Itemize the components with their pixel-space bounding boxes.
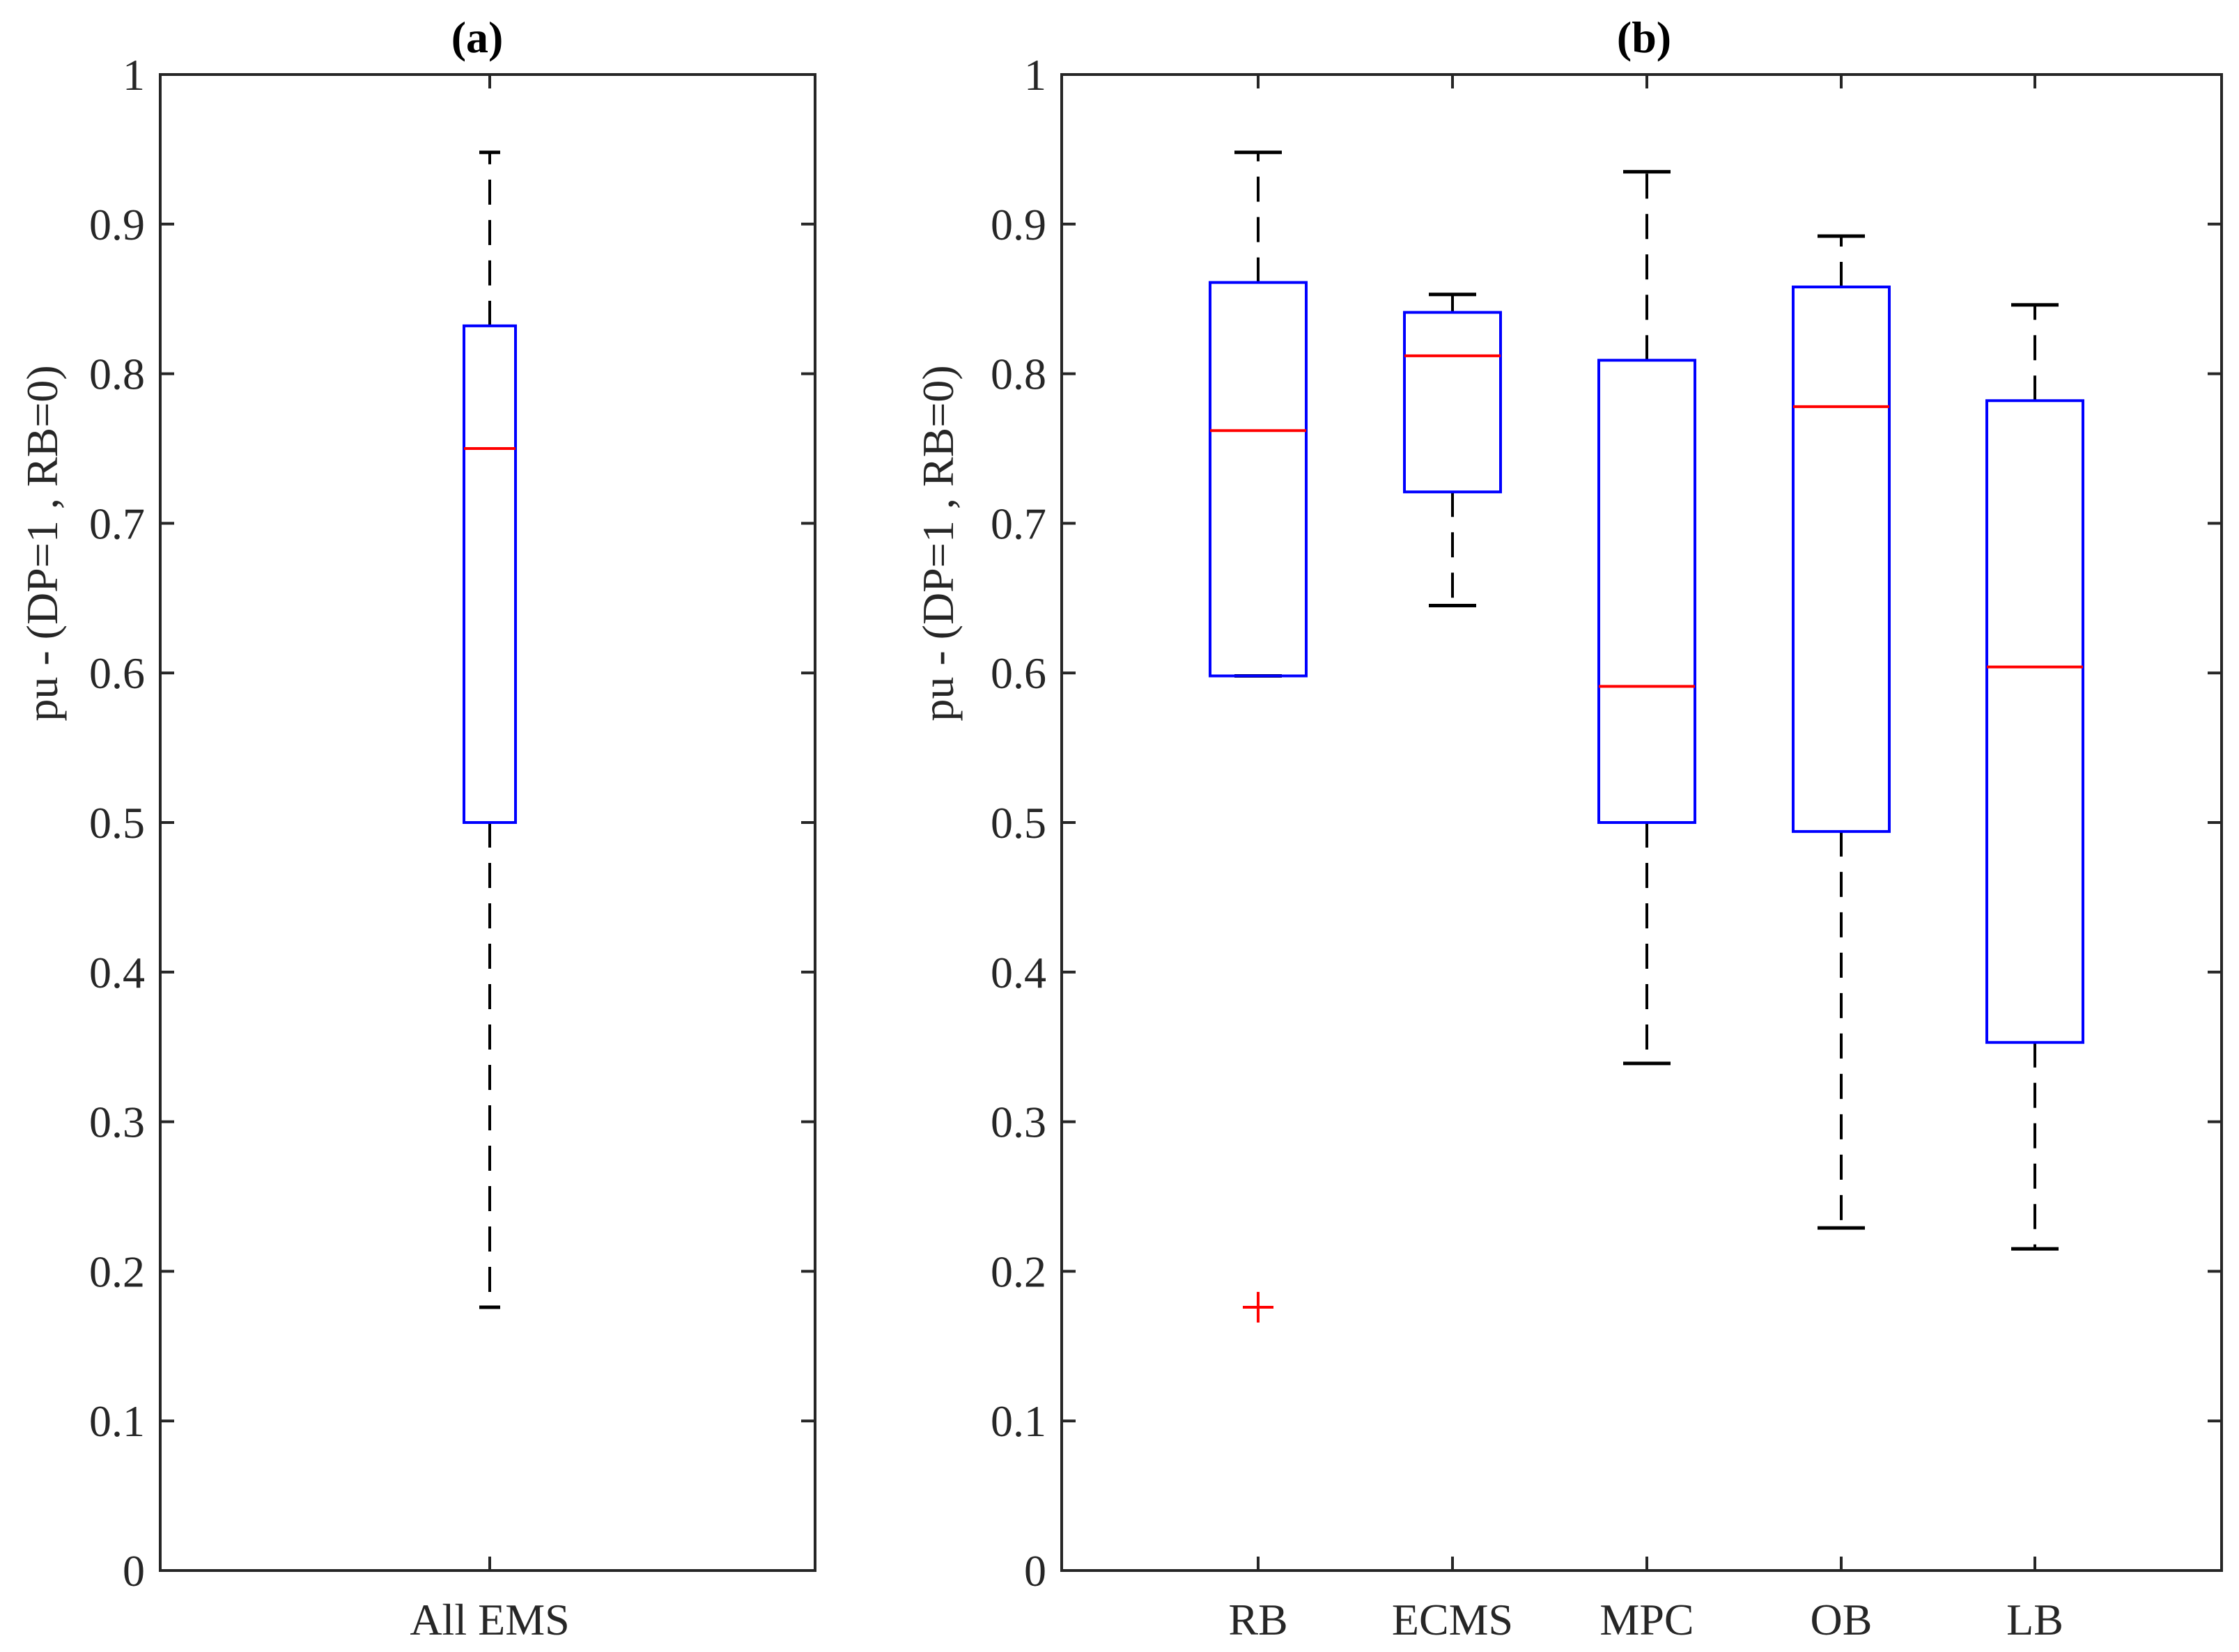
ytick-label: 0.4 <box>89 948 145 997</box>
ytick-label: 0.3 <box>991 1098 1046 1147</box>
box-lb <box>1985 75 2084 1571</box>
box-rb <box>1209 75 1308 1571</box>
ytick-label: 0.8 <box>89 350 145 399</box>
panel-a-axes-frame <box>159 73 816 1572</box>
ytick-label: 0.7 <box>89 499 145 548</box>
ytick-label: 0.1 <box>89 1396 145 1446</box>
ytick-label: 1 <box>1024 50 1046 100</box>
ytick-label: 0 <box>1024 1546 1046 1596</box>
box-ecms <box>1403 75 1502 1571</box>
ytick-label: 0.9 <box>89 200 145 249</box>
box-all-ems <box>463 75 517 1571</box>
box-mpc <box>1597 75 1696 1571</box>
panel-a: (a) pu - (DP=1 , RB=0) 00.10.20.30.40.50… <box>17 13 816 1644</box>
panel-a-xtick-labels: All EMS <box>410 1595 569 1644</box>
ytick-label: 0.7 <box>991 499 1046 548</box>
ytick-label: 0.4 <box>991 948 1046 997</box>
panel-b-axes-frame <box>1060 73 2223 1572</box>
iqr-box <box>1792 286 1891 833</box>
iqr-box <box>1209 281 1308 678</box>
panel-b-boxes <box>1209 75 2084 1571</box>
panel-a-title: (a) <box>451 13 504 62</box>
ytick-label: 0.5 <box>991 798 1046 848</box>
outlier-marker <box>1243 1291 1273 1323</box>
xtick-label: MPC <box>1599 1595 1694 1644</box>
xtick-label: OB <box>1811 1595 1873 1644</box>
iqr-box <box>1597 359 1696 824</box>
xtick-label: RB <box>1228 1595 1287 1644</box>
panel-b-ylabel: pu - (DP=1 , RB=0) <box>913 365 963 721</box>
panel-b: (b) pu - (DP=1 , RB=0) 00.10.20.30.40.50… <box>913 13 2223 1644</box>
panel-a-ticks: 0 0.1 0.2 0.3 0.4 0.5 0.6 0.7 0.8 0.9 1 <box>89 50 815 1596</box>
panel-a-boxes <box>463 75 517 1571</box>
ytick-label: 1 <box>123 50 145 100</box>
panel-b-title: (b) <box>1617 13 1671 62</box>
box-ob <box>1792 75 1891 1571</box>
xtick-label: ECMS <box>1392 1595 1513 1644</box>
ytick-label: 0.9 <box>991 200 1046 249</box>
ytick-label: 0.8 <box>991 350 1046 399</box>
iqr-box <box>1403 311 1502 494</box>
ytick-label: 0 <box>123 1546 145 1596</box>
ytick-label: 0.2 <box>89 1247 145 1296</box>
ytick-label: 0.6 <box>89 648 145 698</box>
iqr-box <box>1985 399 2084 1044</box>
ytick-label: 0.3 <box>89 1098 145 1147</box>
xtick-label: LB <box>2006 1595 2063 1644</box>
xtick-label: All EMS <box>410 1595 569 1644</box>
panel-a-ylabel: pu - (DP=1 , RB=0) <box>17 365 67 721</box>
panel-b-ticks: 0 0.1 0.2 0.3 0.4 0.5 0.6 0.7 0.8 0.9 1 <box>991 50 2222 1596</box>
ytick-label: 0.2 <box>991 1247 1046 1296</box>
ytick-label: 0.5 <box>89 798 145 848</box>
ytick-label: 0.6 <box>991 648 1046 698</box>
iqr-box <box>463 324 517 824</box>
panel-b-xtick-labels: RB ECMS MPC OB LB <box>1228 1595 2063 1644</box>
ytick-label: 0.1 <box>991 1396 1046 1446</box>
